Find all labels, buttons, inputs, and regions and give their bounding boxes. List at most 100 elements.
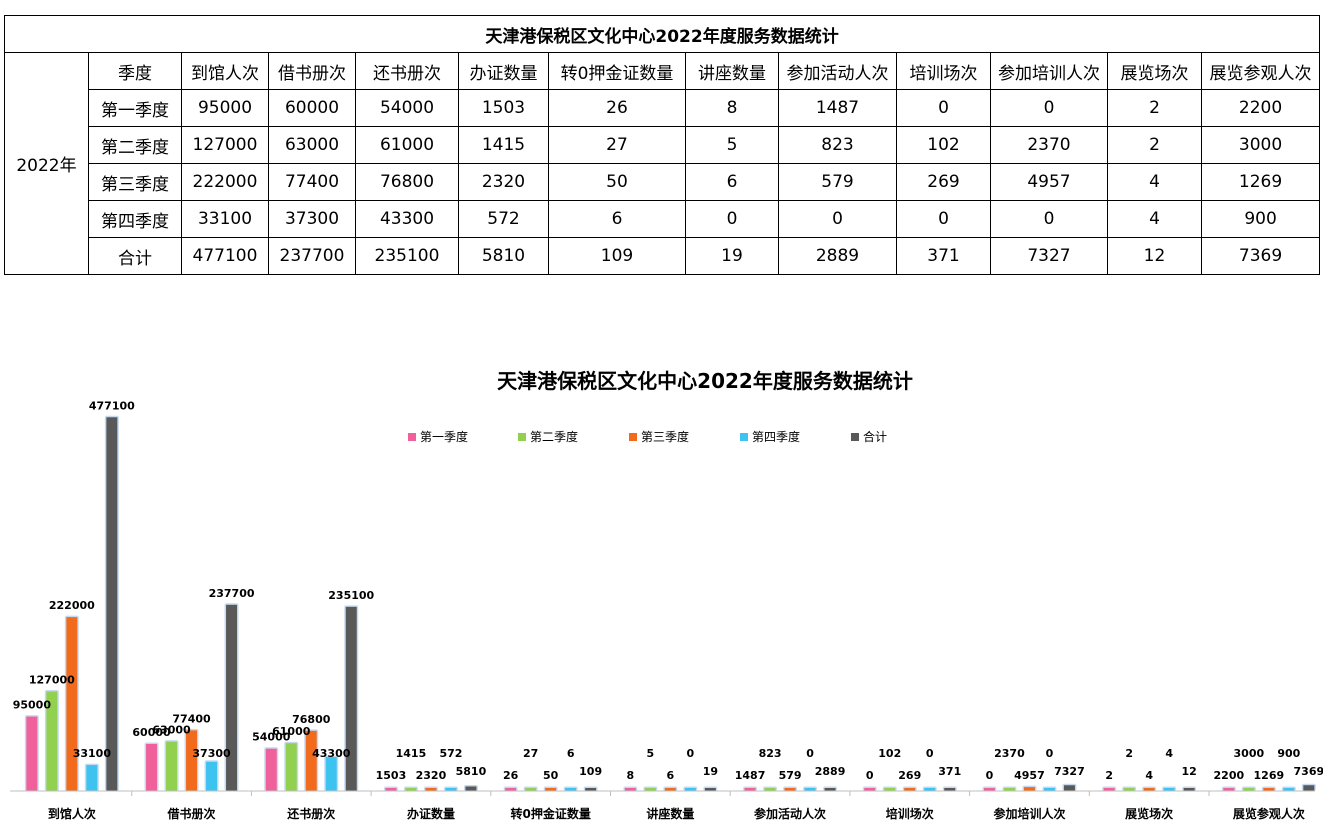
table-row: 第三季度 222000 77400 76800 2320 50 6 579 269 4957 4 12… — [5, 163, 1321, 201]
table-cell: 2889 — [778, 237, 897, 275]
bar — [924, 788, 936, 791]
bar — [186, 730, 198, 791]
table-cell: 0 — [778, 200, 897, 238]
table-cell: 4 — [1107, 163, 1202, 201]
bar — [585, 788, 597, 791]
bar — [1183, 788, 1195, 791]
x-tick-label: 借书册次 — [167, 806, 216, 821]
bar — [226, 604, 238, 791]
bar — [285, 743, 297, 791]
table-cell: 6 — [685, 163, 779, 201]
data-label: 33100 — [73, 747, 112, 760]
legend-item: 第一季度 — [408, 429, 468, 444]
table-cell: 2 — [1107, 126, 1202, 164]
table-cell: 579 — [778, 163, 897, 201]
data-label: 19 — [703, 765, 718, 778]
data-label: 2 — [1125, 747, 1133, 760]
data-label: 60000 — [132, 726, 171, 739]
legend-item: 第二季度 — [518, 429, 578, 444]
bar — [265, 748, 277, 791]
bar — [1043, 788, 1055, 791]
table-row: 第二季度 127000 63000 61000 1415 27 5 823 102 2370 2 30… — [5, 126, 1321, 164]
data-label: 2320 — [416, 769, 447, 782]
table-cell: 77400 — [268, 163, 356, 201]
table-cell: 19 — [685, 237, 779, 275]
legend-swatch — [740, 433, 748, 441]
table-row: 合计 477100 237700 235100 5810 109 19 2889 371 7327… — [5, 237, 1321, 275]
data-label: 823 — [759, 747, 782, 760]
bar — [445, 788, 457, 791]
column-header: 展览参观人次 — [1200, 52, 1321, 90]
bar — [385, 788, 397, 791]
data-label: 1487 — [735, 769, 766, 782]
table-cell: 0 — [896, 89, 991, 127]
bar — [46, 691, 58, 791]
data-label: 50 — [543, 769, 559, 782]
data-label: 102 — [878, 747, 901, 760]
bar — [1163, 788, 1175, 791]
table-cell: 26 — [548, 89, 686, 127]
table-cell: 371 — [896, 237, 991, 275]
x-tick-label: 转0押金证数量 — [510, 806, 590, 821]
table-cell: 54000 — [355, 89, 459, 127]
table-cell: 60000 — [268, 89, 356, 127]
column-header: 办证数量 — [458, 52, 549, 90]
data-label: 371 — [938, 765, 961, 778]
column-header: 培训场次 — [896, 52, 991, 90]
bar — [405, 788, 417, 791]
table-cell: 572 — [458, 200, 549, 238]
data-label: 477100 — [89, 399, 135, 412]
bar — [1123, 788, 1135, 791]
table-cell: 1503 — [458, 89, 549, 127]
x-tick-label: 到馆人次 — [48, 806, 96, 821]
bar — [1023, 787, 1035, 791]
service-bar-chart: 天津港保税区文化中心2022年度服务数据统计 第一季度 第二季度 第三季度 第四季度 合… — [10, 369, 1323, 821]
table-cell: 477100 — [181, 237, 269, 275]
bar — [864, 788, 876, 791]
data-label: 1269 — [1254, 769, 1285, 782]
bar — [1263, 788, 1275, 791]
data-label: 1503 — [376, 769, 407, 782]
table-cell: 4 — [1107, 200, 1202, 238]
bar — [565, 788, 577, 791]
column-header: 展览场次 — [1107, 52, 1202, 90]
bar — [684, 788, 696, 791]
data-label: 63000 — [152, 724, 191, 737]
data-label: 127000 — [29, 674, 75, 687]
table-cell: 4957 — [990, 163, 1108, 201]
data-label: 77400 — [172, 712, 211, 725]
data-label: 7369 — [1294, 765, 1323, 778]
bar — [1143, 788, 1155, 791]
table-cell: 1487 — [778, 89, 897, 127]
bar — [305, 730, 317, 791]
table-cell: 0 — [990, 200, 1108, 238]
row-label: 合计 — [88, 237, 182, 275]
bar — [345, 606, 357, 791]
table-cell: 7369 — [1200, 237, 1321, 275]
bar — [784, 788, 796, 791]
table-cell: 237700 — [268, 237, 356, 275]
stats-table: 天津港保税区文化中心2022年度服务数据统计 2022年 季度 到馆人次 借书册次 还书… — [3, 15, 1321, 275]
legend-label: 第二季度 — [530, 429, 578, 444]
data-label: 5 — [647, 747, 655, 760]
data-label: 7327 — [1054, 765, 1085, 778]
legend-swatch — [629, 433, 637, 441]
table-cell: 5810 — [458, 237, 549, 275]
data-label: 237700 — [209, 587, 255, 600]
table-cell: 63000 — [268, 126, 356, 164]
data-label: 3000 — [1234, 747, 1265, 760]
bar — [804, 788, 816, 791]
data-label: 27 — [523, 747, 538, 760]
table-cell: 12 — [1107, 237, 1202, 275]
table-cell: 102 — [896, 126, 991, 164]
data-label: 572 — [439, 747, 462, 760]
bar — [1243, 788, 1255, 791]
x-tick-label: 展览参观人次 — [1233, 806, 1305, 821]
table-cell: 50 — [548, 163, 686, 201]
x-axis-tick-labels: 到馆人次 借书册次 还书册次 办证数量 转0押金证数量 讲座数量 参加活动人次 培训场次 参加培… — [48, 791, 1305, 821]
table-cell: 27 — [548, 126, 686, 164]
legend-item: 第四季度 — [740, 429, 800, 444]
data-label: 900 — [1277, 747, 1300, 760]
table-cell: 1269 — [1200, 163, 1321, 201]
data-label: 2200 — [1214, 769, 1245, 782]
